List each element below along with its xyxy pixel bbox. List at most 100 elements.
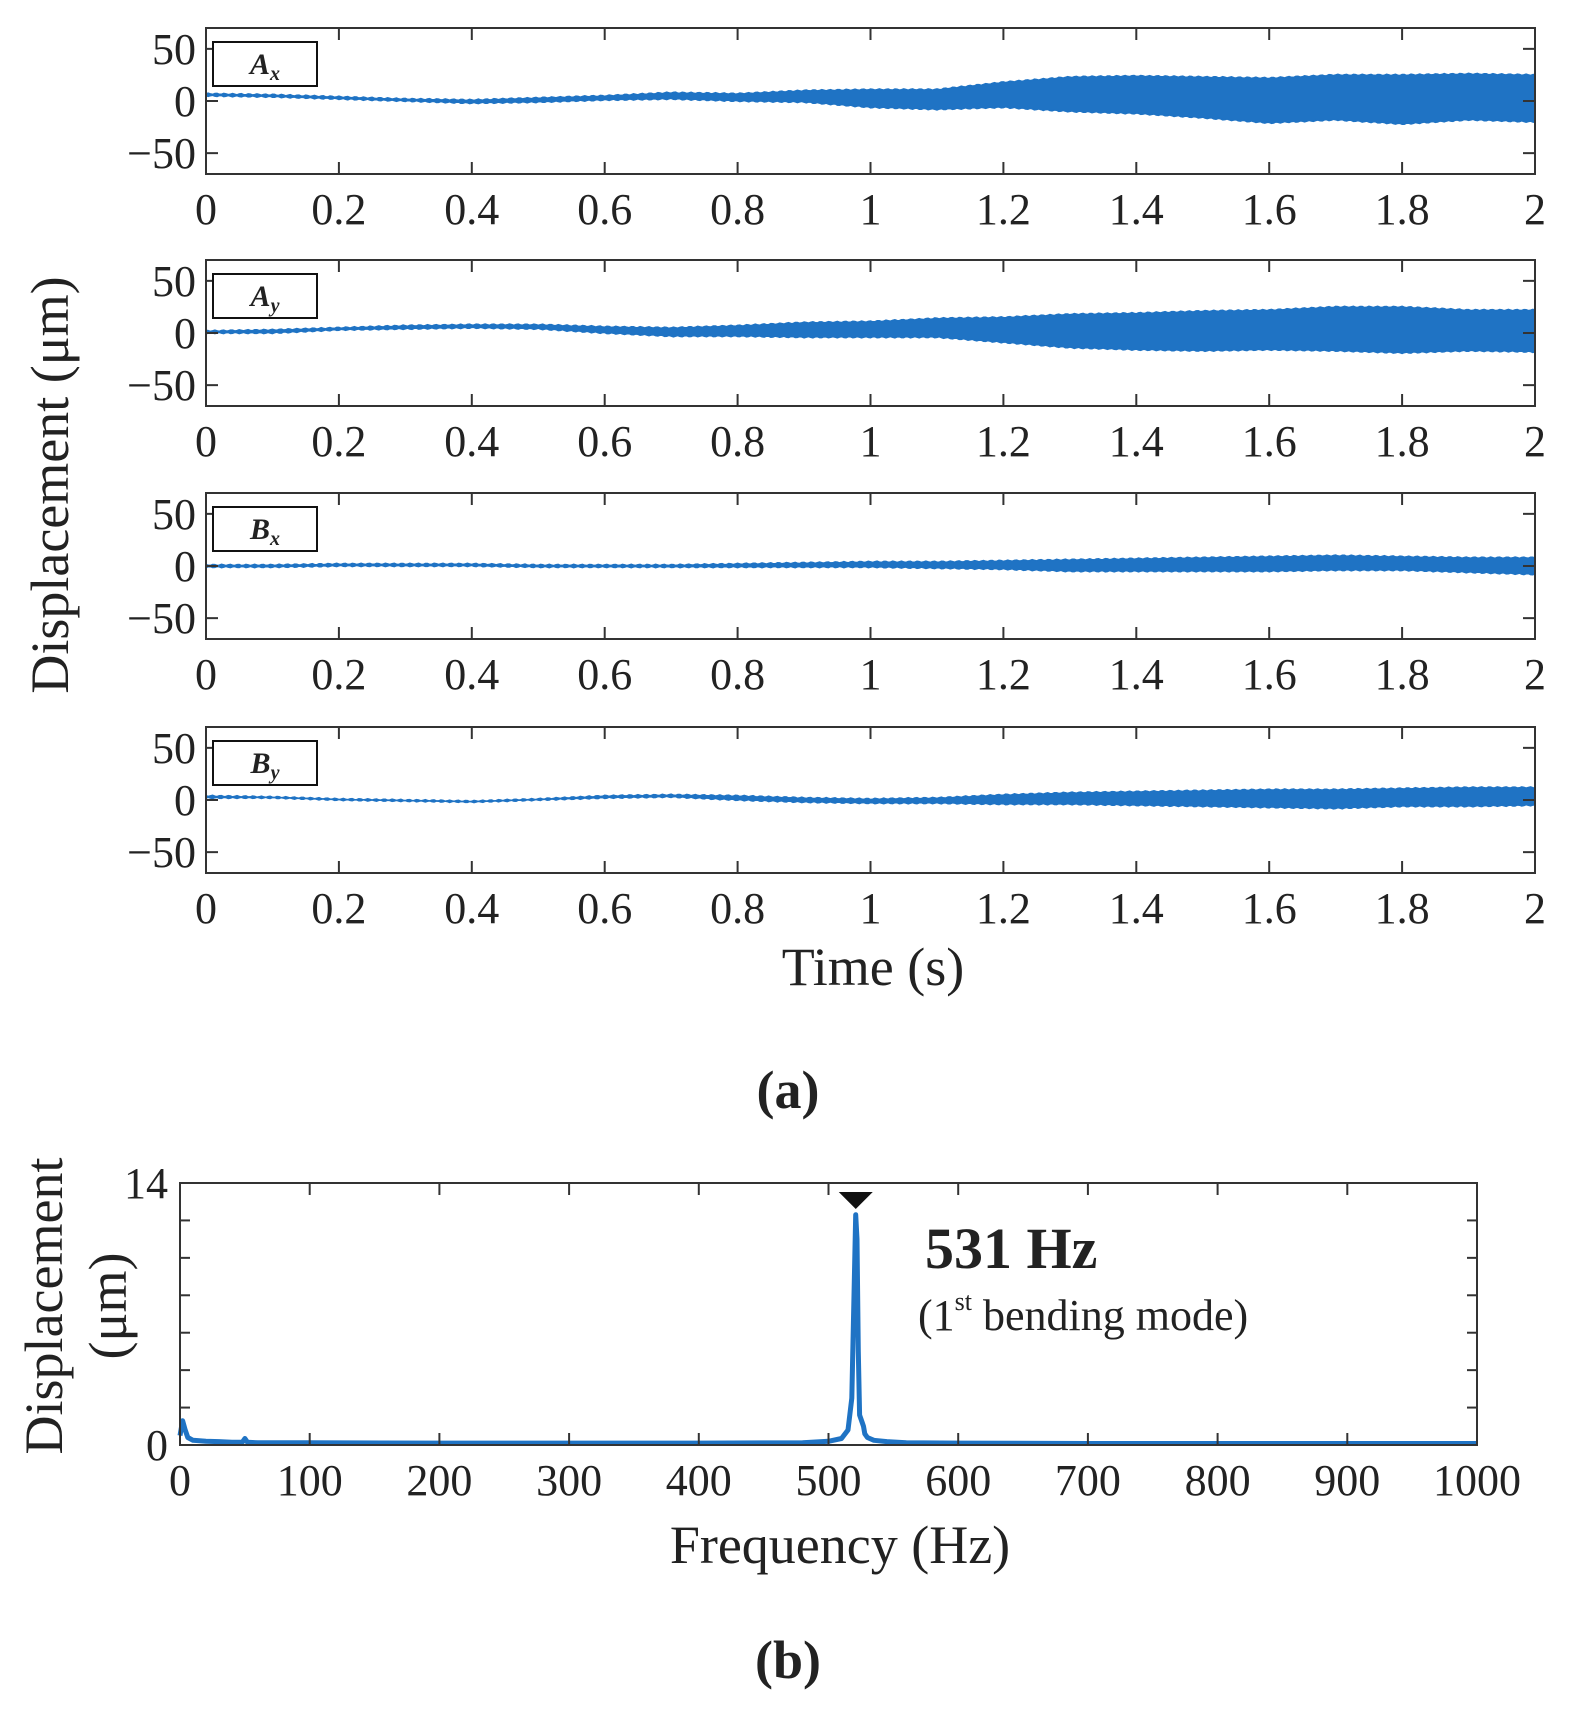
annotation-mode-label: (1st bending mode)	[918, 1287, 1248, 1340]
x-tick-label: 0.8	[710, 417, 765, 466]
legend-box-ax	[212, 41, 318, 87]
x-tick-label: 1.6	[1242, 417, 1297, 466]
y-tick-label: 0	[146, 1421, 168, 1470]
y-tick-label: −50	[127, 828, 196, 877]
x-tick-label: 1.8	[1375, 417, 1430, 466]
legend-sub: x	[269, 528, 280, 550]
legend-main: A	[248, 48, 270, 81]
annotation-superscript: st	[955, 1287, 973, 1316]
a-xlabel: Time (s)	[782, 937, 965, 997]
y-tick-label: 0	[174, 77, 196, 126]
legend-label-ay: Ay	[249, 280, 280, 317]
b-ylabel-line2: (μm)	[78, 1253, 138, 1360]
x-tick-label: 0.6	[577, 884, 632, 933]
x-tick-label: 1	[860, 417, 882, 466]
legend-main: B	[250, 747, 271, 780]
peak-marker	[838, 1191, 873, 1209]
x-tick-label: 200	[406, 1456, 472, 1505]
legend-main: B	[249, 513, 270, 546]
x-tick-label: 1	[860, 650, 882, 699]
annotation-suffix: bending mode)	[972, 1291, 1248, 1340]
x-tick-label: 0	[195, 650, 217, 699]
y-tick-label: −50	[127, 129, 196, 178]
x-tick-label: 2	[1524, 185, 1546, 234]
x-tick-label: 0.8	[710, 884, 765, 933]
x-tick-label: 1.4	[1109, 417, 1164, 466]
x-tick-label: 1.4	[1109, 185, 1164, 234]
x-tick-label: 1.6	[1242, 884, 1297, 933]
x-tick-label: 2	[1524, 650, 1546, 699]
x-tick-label: 1.6	[1242, 185, 1297, 234]
x-tick-label: 400	[666, 1456, 732, 1505]
x-tick-label: 1.2	[976, 185, 1031, 234]
x-tick-label: 0.2	[311, 417, 366, 466]
legend-label-bx: Bx	[249, 513, 280, 550]
legend-box-bx	[212, 506, 318, 552]
frequency-spectrum-plot: 0 100 200 300 400 500 600 700 800 900 1000 0 14	[124, 1159, 1521, 1505]
x-tick-label: 1.2	[976, 417, 1031, 466]
x-tick-label: 0.4	[444, 884, 499, 933]
x-tick-label: 1000	[1433, 1456, 1521, 1505]
y-tick-label: 50	[152, 724, 196, 773]
x-tick-label: 0	[195, 417, 217, 466]
x-tick-label: 0	[169, 1456, 191, 1505]
x-tick-label: 1.8	[1375, 650, 1430, 699]
y-tick-label: 0	[174, 542, 196, 591]
spectrum-axes-box	[179, 1182, 1478, 1446]
a-ylabel: Displacement (μm)	[20, 276, 80, 693]
x-tick-label: 600	[925, 1456, 991, 1505]
x-tick-label: 100	[277, 1456, 343, 1505]
x-tick-label: 900	[1314, 1456, 1380, 1505]
signal-envelope-ay	[205, 305, 1536, 355]
x-tick-label: 1.4	[1109, 650, 1164, 699]
signal-envelope-by	[205, 786, 1536, 810]
x-tick-label: 0.2	[311, 650, 366, 699]
caption-b: (b)	[755, 1630, 821, 1690]
y-tick-label: 14	[124, 1159, 168, 1208]
x-tick-label: 1.8	[1375, 884, 1430, 933]
y-tick-label: 50	[152, 490, 196, 539]
x-tick-label: 700	[1055, 1456, 1121, 1505]
b-ylabel-line1: Displacement	[14, 1158, 74, 1455]
x-tick-label: 1.2	[976, 884, 1031, 933]
x-tick-label: 0.4	[444, 650, 499, 699]
x-tick-label: 500	[796, 1456, 862, 1505]
y-tick-label: −50	[127, 594, 196, 643]
caption-a: (a)	[757, 1060, 820, 1120]
x-tick-label: 1	[860, 185, 882, 234]
x-tick-label: 0.2	[311, 185, 366, 234]
x-tick-label: 0.6	[577, 185, 632, 234]
x-tick-label: 2	[1524, 884, 1546, 933]
x-tick-label: 1.6	[1242, 650, 1297, 699]
x-tick-label: 1.2	[976, 650, 1031, 699]
legend-label-ax: Ax	[248, 48, 280, 85]
legend-box-by	[212, 740, 318, 786]
x-tick-label: 0.6	[577, 417, 632, 466]
x-tick-label: 0	[195, 185, 217, 234]
annotation-prefix: (1	[918, 1291, 955, 1340]
b-xlabel: Frequency (Hz)	[670, 1515, 1010, 1575]
x-tick-label: 0.2	[311, 884, 366, 933]
x-tick-label: 1	[860, 884, 882, 933]
annotation-peak-frequency: 531 Hz	[925, 1216, 1097, 1281]
spectrum-line	[177, 1212, 1477, 1446]
legend-box-ay	[212, 273, 318, 319]
x-tick-label: 0.8	[710, 185, 765, 234]
signal-envelope-bx	[205, 554, 1536, 576]
x-tick-label: 0.8	[710, 650, 765, 699]
legend-sub: y	[269, 295, 280, 317]
x-tick-label: 0.6	[577, 650, 632, 699]
y-tick-label: 50	[152, 257, 196, 306]
x-tick-label: 0.4	[444, 417, 499, 466]
y-tick-label: 0	[174, 309, 196, 358]
y-tick-label: 50	[152, 25, 196, 74]
legend-sub: y	[269, 762, 280, 784]
x-tick-label: 800	[1185, 1456, 1251, 1505]
x-tick-label: 0	[195, 884, 217, 933]
signal-envelope-ax	[205, 72, 1536, 126]
y-tick-label: −50	[127, 361, 196, 410]
